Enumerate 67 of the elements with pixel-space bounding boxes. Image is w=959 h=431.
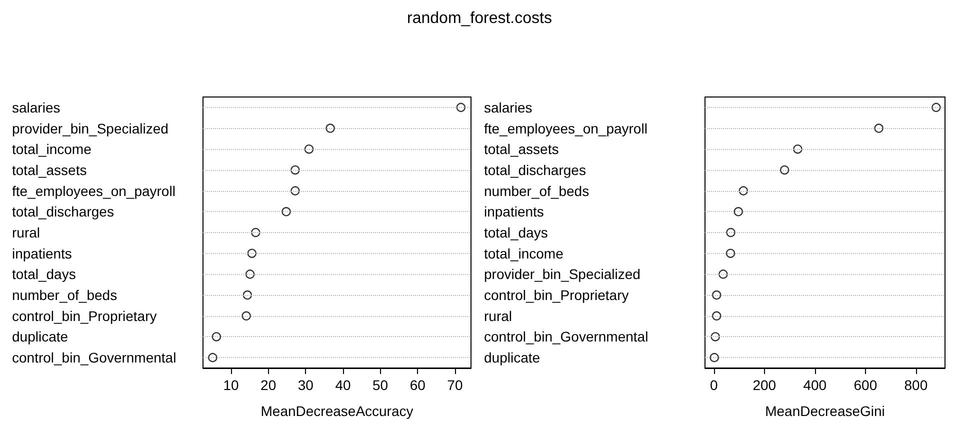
x-tick-label: 0 bbox=[710, 377, 718, 393]
x-tick-label: 40 bbox=[335, 377, 351, 393]
point bbox=[718, 270, 728, 279]
point bbox=[456, 102, 466, 112]
x-tick-label: 50 bbox=[372, 377, 388, 393]
y-tick-label: control_bin_Proprietary bbox=[12, 308, 157, 324]
y-tick-label: rural bbox=[484, 308, 512, 324]
x-tick-label: 70 bbox=[447, 377, 463, 393]
point bbox=[710, 352, 719, 362]
y-tick-label: total_income bbox=[484, 245, 564, 262]
point bbox=[780, 165, 790, 175]
point bbox=[282, 207, 291, 216]
y-tick-label: total_assets bbox=[12, 162, 87, 178]
y-tick-label: duplicate bbox=[12, 328, 68, 345]
x-tick-label: 60 bbox=[410, 377, 426, 393]
y-tick-label: fte_employees_on_payroll bbox=[484, 120, 648, 136]
point bbox=[793, 144, 802, 154]
y-tick-label: provider_bin_Specialized bbox=[484, 266, 640, 282]
point bbox=[290, 165, 300, 175]
point bbox=[874, 124, 884, 133]
point bbox=[710, 332, 720, 342]
y-tick-label: total_discharges bbox=[12, 204, 114, 220]
y-tick-label: number_of_beds bbox=[484, 182, 590, 199]
y-tick-label: total_assets bbox=[484, 141, 559, 158]
y-tick-label: total_days bbox=[484, 224, 548, 240]
point bbox=[726, 248, 736, 258]
y-tick-label: salaries bbox=[12, 99, 60, 116]
chart-title: random_forest.costs bbox=[406, 10, 553, 28]
point bbox=[242, 311, 251, 320]
y-tick-label: control_bin_Governmental bbox=[484, 328, 648, 345]
y-tick-label: total_days bbox=[12, 266, 76, 282]
y-tick-label: control_bin_Governmental bbox=[12, 350, 176, 366]
point bbox=[242, 290, 252, 300]
y-tick-label: salaries bbox=[484, 99, 532, 116]
y-tick-label: inpatients bbox=[12, 245, 72, 262]
point bbox=[212, 332, 222, 342]
point bbox=[251, 228, 260, 238]
point bbox=[247, 248, 256, 258]
x-tick-label: 20 bbox=[260, 377, 276, 393]
point bbox=[290, 186, 300, 196]
point bbox=[712, 290, 722, 300]
point bbox=[245, 270, 255, 279]
x-tick-label: 10 bbox=[223, 377, 239, 393]
y-tick-label: total_discharges bbox=[484, 162, 586, 178]
y-tick-label: inpatients bbox=[484, 204, 544, 220]
point bbox=[726, 228, 736, 238]
x-tick-label: 200 bbox=[752, 377, 776, 393]
point bbox=[738, 186, 748, 196]
x-tick-label: 600 bbox=[854, 377, 878, 393]
y-tick-label: control_bin_Proprietary bbox=[484, 287, 629, 304]
x-tick-label: 400 bbox=[803, 377, 827, 393]
point bbox=[304, 144, 314, 154]
y-tick-label: fte_employees_on_payroll bbox=[12, 182, 176, 199]
y-tick-label: number_of_beds bbox=[12, 287, 118, 304]
x-axis-title: MeanDecreaseGini bbox=[765, 403, 885, 419]
x-tick-label: 30 bbox=[298, 377, 314, 393]
y-tick-label: rural bbox=[12, 224, 40, 240]
point bbox=[932, 102, 941, 112]
x-tick-label: 800 bbox=[904, 377, 928, 393]
y-tick-label: provider_bin_Specialized bbox=[12, 120, 168, 136]
point bbox=[326, 124, 335, 133]
point bbox=[712, 311, 722, 320]
x-axis-title: MeanDecreaseAccuracy bbox=[260, 403, 414, 419]
point bbox=[734, 207, 743, 216]
y-tick-label: duplicate bbox=[484, 350, 540, 366]
y-tick-label: total_income bbox=[12, 141, 92, 158]
point bbox=[208, 352, 218, 362]
